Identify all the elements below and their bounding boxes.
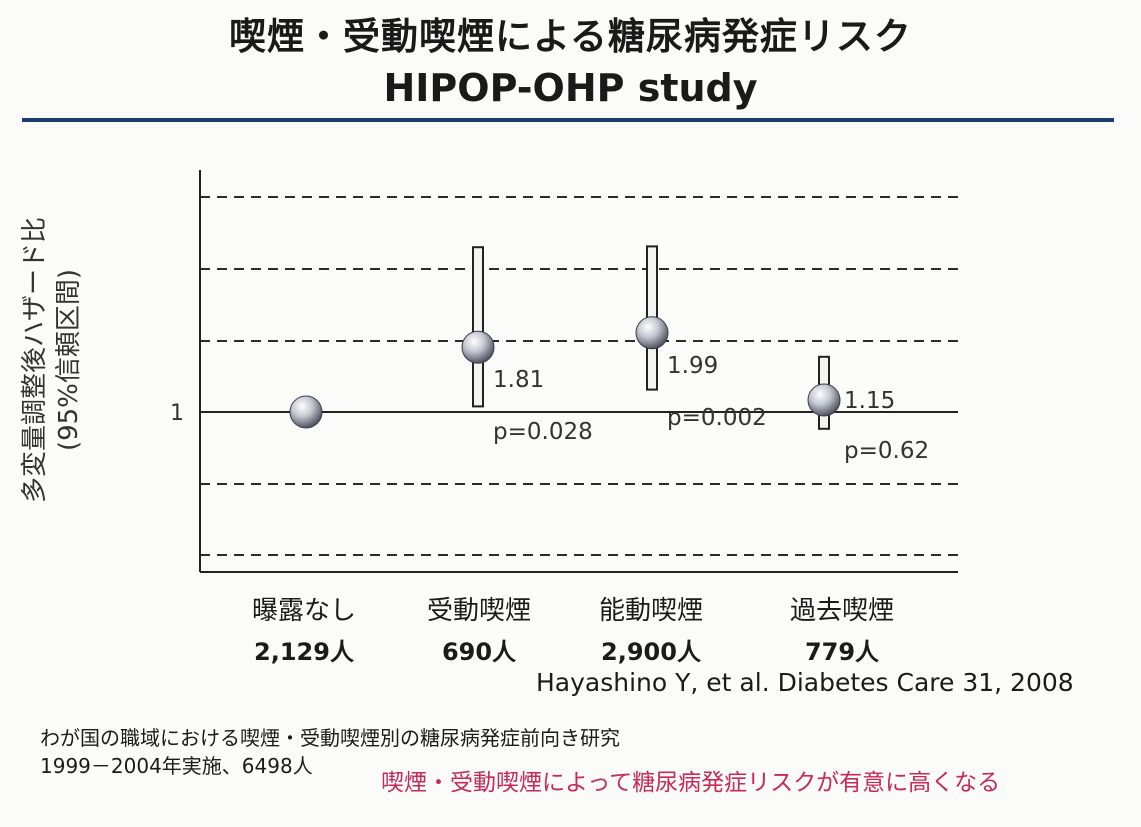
value-label-active: 1.99 [667, 353, 718, 379]
count-label-none: 2,129人 [254, 638, 354, 666]
study-note-1: わが国の職域における喫煙・受動喫煙別の糖尿病発症前向き研究 [40, 726, 620, 750]
slide-title: 喫煙・受動喫煙による糖尿病発症リスク [229, 15, 912, 58]
y-axis-title: 多変量調整後ハザード比 (95%信頼区間) [18, 160, 86, 560]
point-passive [461, 330, 495, 364]
y-axis-label: 多変量調整後ハザード比 [20, 217, 50, 504]
ci-bar-passive [472, 246, 484, 408]
citation: Hayashino Y, et al. Diabetes Care 31, 20… [536, 668, 1074, 697]
study-note-2: 1999－2004年実施、6498人 [40, 754, 313, 778]
point-active [635, 316, 669, 350]
category-label-none: 曝露なし [251, 596, 356, 626]
study-name: HIPOP-OHP study [383, 66, 758, 110]
count-label-active: 2,900人 [601, 638, 701, 666]
p-value-label-active: p=0.002 [667, 405, 767, 431]
category-label-active: 能動喫煙 [598, 596, 703, 626]
conclusion-text: 喫煙・受動喫煙によって糖尿病発症リスクが有意に高くなる [381, 770, 1001, 796]
p-value-label-passive: p=0.028 [493, 419, 593, 445]
y-tick-label: 1 [170, 401, 184, 426]
category-label-former: 過去喫煙 [789, 596, 894, 626]
category-label-passive: 受動喫煙 [426, 596, 531, 626]
p-value-label-former: p=0.62 [844, 438, 929, 464]
value-label-passive: 1.81 [493, 367, 544, 393]
count-label-passive: 690人 [441, 638, 517, 666]
value-label-former: 1.15 [844, 388, 895, 414]
count-label-former: 779人 [804, 638, 880, 666]
title-underline [22, 118, 1114, 122]
point-none [289, 395, 323, 429]
point-former [807, 383, 841, 417]
y-axis-sublabel: (95%信頼区間) [54, 268, 84, 452]
